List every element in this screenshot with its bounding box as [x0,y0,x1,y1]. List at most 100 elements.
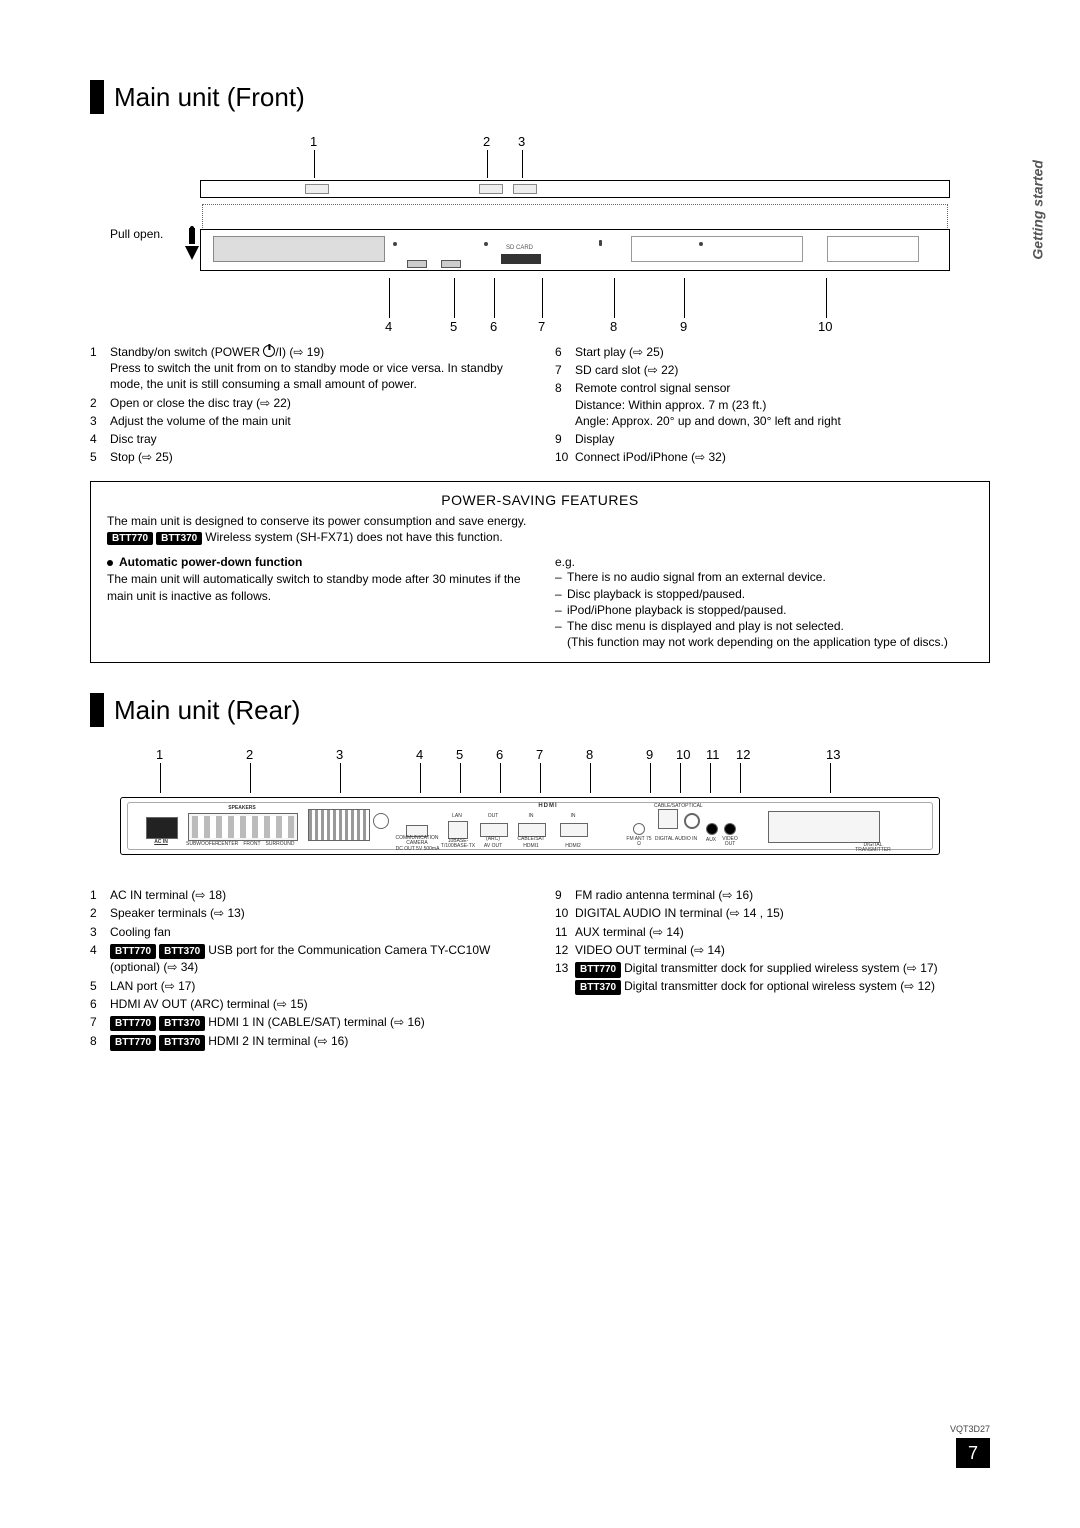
reference-arrow-icon: ⇨ [695,449,705,465]
reference-arrow-icon: ⇨ [648,362,658,378]
title-bar-icon [90,693,104,727]
eg-item-text: The disc menu is displayed and play is n… [567,618,948,650]
reference-arrow-icon: ⇨ [907,960,917,976]
disc-tray-shape [213,236,385,262]
legend-text: Open or close the disc tray (⇨ 22) [110,395,525,411]
legend-number: 10 [555,905,575,921]
ipod-dock-outline [827,236,919,262]
video-out-label: VIDEO OUT [718,837,742,847]
dash-icon: – [555,569,567,585]
front-callout-num: 3 [518,134,525,149]
callout-line [540,763,541,793]
digital-audio-jack [684,813,700,829]
legend-text: AUX terminal (⇨ 14) [575,924,990,940]
legend-item: 13BTT770Digital transmitter dock for sup… [555,960,990,995]
power-icon [263,345,275,357]
front-callout-num: 10 [818,319,832,334]
rear-callout-num: 13 [826,747,840,762]
center-label: CENTER [216,841,240,847]
legend-item: 1Standby/on switch (POWER /I) (⇨ 19)Pres… [90,344,525,393]
baset-label: 10BASE-T/100BASE-TX [436,839,480,849]
volume-button-shape [513,184,537,194]
rear-legend: 1AC IN terminal (⇨ 18)2Speaker terminals… [90,887,990,1053]
sd-card-label: SD CARD [506,245,533,251]
dash-icon: – [555,586,567,602]
eg-item-text: Disc playback is stopped/paused. [567,586,745,602]
legend-text: Display [575,431,990,447]
section-title-front: Main unit (Front) [90,80,990,114]
legend-number: 4 [90,942,110,958]
power-saving-box: POWER-SAVING FEATURES The main unit is d… [90,481,990,663]
comm-camera-label: COMMUNICATION CAMERA [393,836,441,846]
hdmi1-in-port [518,823,546,837]
digtrans-label: DIGITAL TRANSMITTER [848,843,898,853]
callout-line [542,278,543,318]
legend-item: 3Adjust the volume of the main unit [90,413,525,429]
model-badge: BTT770 [107,532,153,545]
power-saving-intro2-text: Wireless system (SH-FX71) does not have … [205,530,502,544]
rear-callout-num: 12 [736,747,750,762]
video-out-jack [724,823,736,835]
power-saving-title: POWER-SAVING FEATURES [107,492,973,508]
optical-label: OPTICAL [680,803,704,809]
model-badge: BTT770 [575,962,621,978]
legend-number: 13 [555,960,575,976]
fm-antenna-port [633,823,645,835]
legend-text: BTT770BTT370USB port for the Communicati… [110,942,525,976]
legend-number: 3 [90,413,110,429]
power-saving-intro2: BTT770BTT370Wireless system (SH-FX71) do… [107,530,973,545]
legend-item: 7SD card slot (⇨ 22) [555,362,990,378]
rear-unit-diagram: [40,130,220,300,340,380,420,470,530,560,… [120,747,940,877]
legend-text: Cooling fan [110,924,525,940]
front-callout-num: 2 [483,134,490,149]
legend-number: 8 [555,380,575,396]
legend-number: 2 [90,905,110,921]
legend-number: 5 [90,449,110,465]
auto-powerdown-heading: Automatic power-down function [107,555,525,569]
digaudio-label: DIGITAL AUDIO IN [652,837,700,842]
rear-callout-num: 11 [706,747,720,762]
legend-number: 11 [555,924,575,940]
callout-line [340,763,341,793]
legend-text: Stop (⇨ 25) [110,449,525,465]
legend-text: Remote control signal sensorDistance: Wi… [575,380,990,429]
power-button-shape [305,184,329,194]
legend-text: VIDEO OUT terminal (⇨ 14) [575,942,990,958]
front-callout-num: 5 [450,319,457,334]
callout-line [250,763,251,793]
arc-label: (ARC) [478,836,508,842]
front-label: FRONT [240,841,264,847]
side-tab-getting-started: Getting started [1030,160,1046,260]
power-saving-intro: The main unit is designed to conserve it… [107,514,973,528]
fan-circle [373,813,389,829]
rear-callout-num: 9 [646,747,653,762]
legend-number: 4 [90,431,110,447]
subwoofer-label: SUBWOOFER [186,841,216,847]
front-callout-num: 9 [680,319,687,334]
rear-callout-num: 1 [156,747,163,762]
auto-powerdown-body: The main unit will automatically switch … [107,571,525,603]
reference-arrow-icon: ⇨ [633,344,643,360]
rear-callout-num: 6 [496,747,503,762]
play-button-shape [441,260,461,268]
reference-arrow-icon: ⇨ [293,344,303,360]
legend-item: 6HDMI AV OUT (ARC) terminal (⇨ 15) [90,996,525,1012]
callout-line [740,763,741,793]
tray-button-shape [479,184,503,194]
callout-line [494,278,495,318]
pull-open-label: Pull open. [110,227,163,241]
model-badge: BTT770 [110,1035,156,1051]
callout-line [487,150,488,178]
section-title-text: Main unit (Front) [114,82,305,113]
legend-item: 2Speaker terminals (⇨ 13) [90,905,525,921]
legend-text: HDMI AV OUT (ARC) terminal (⇨ 15) [110,996,525,1012]
reference-arrow-icon: ⇨ [394,1014,404,1030]
legend-number: 12 [555,942,575,958]
reference-arrow-icon: ⇨ [165,978,175,994]
legend-text: LAN port (⇨ 17) [110,978,525,994]
hdmi-logo-label: HDMI [508,803,588,809]
legend-item: 9Display [555,431,990,447]
cablesat-label: CABLE/SAT [513,836,549,842]
callout-line [826,278,827,318]
sd-slot-shape [501,254,541,264]
